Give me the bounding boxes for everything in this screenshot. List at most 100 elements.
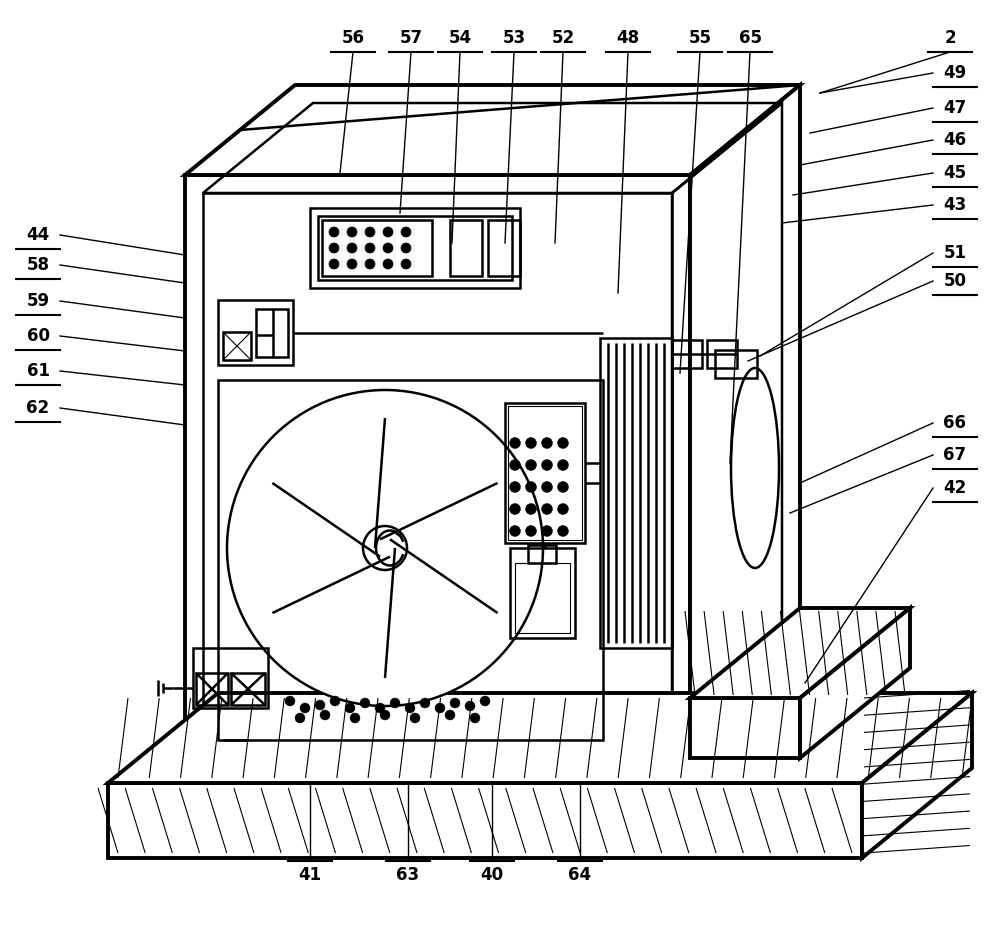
Circle shape — [401, 259, 411, 269]
Bar — [256, 309, 288, 357]
Text: 58: 58 — [26, 256, 50, 274]
Bar — [600, 338, 672, 648]
Text: 51: 51 — [944, 244, 966, 262]
Bar — [223, 332, 251, 360]
Text: 43: 43 — [943, 196, 967, 214]
Circle shape — [558, 481, 568, 493]
Polygon shape — [800, 608, 910, 758]
Text: 50: 50 — [944, 272, 966, 290]
Bar — [193, 648, 268, 708]
Bar — [450, 220, 482, 276]
Polygon shape — [690, 698, 800, 758]
Circle shape — [450, 698, 460, 708]
Text: 62: 62 — [26, 399, 50, 417]
Circle shape — [401, 227, 411, 237]
Text: 2: 2 — [944, 29, 956, 47]
Bar — [715, 350, 757, 378]
Text: 53: 53 — [502, 29, 526, 47]
Text: 65: 65 — [738, 29, 762, 47]
Circle shape — [365, 259, 375, 269]
Circle shape — [347, 227, 357, 237]
Text: 66: 66 — [944, 414, 966, 432]
Circle shape — [542, 438, 552, 449]
Polygon shape — [862, 693, 972, 858]
Circle shape — [383, 227, 393, 237]
Circle shape — [329, 243, 339, 253]
Bar — [528, 545, 556, 563]
Circle shape — [375, 703, 385, 713]
Text: 64: 64 — [568, 866, 592, 884]
Circle shape — [510, 481, 520, 493]
Text: 41: 41 — [298, 866, 322, 884]
Circle shape — [558, 525, 568, 536]
Circle shape — [383, 243, 393, 253]
Circle shape — [542, 525, 552, 536]
Bar — [672, 340, 702, 368]
Ellipse shape — [731, 368, 779, 568]
Circle shape — [526, 504, 536, 514]
Bar — [231, 673, 265, 705]
Circle shape — [465, 701, 475, 711]
Text: 55: 55 — [688, 29, 712, 47]
Circle shape — [363, 526, 407, 570]
Circle shape — [320, 710, 330, 720]
Text: 60: 60 — [26, 327, 50, 345]
Circle shape — [526, 481, 536, 493]
Circle shape — [510, 438, 520, 449]
Circle shape — [347, 259, 357, 269]
Circle shape — [401, 243, 411, 253]
Text: 40: 40 — [480, 866, 504, 884]
Circle shape — [227, 390, 543, 706]
Bar — [707, 340, 737, 368]
Bar — [196, 673, 228, 705]
Circle shape — [390, 698, 400, 708]
Text: 59: 59 — [26, 292, 50, 310]
Circle shape — [510, 504, 520, 514]
Bar — [318, 216, 512, 280]
Circle shape — [526, 438, 536, 449]
Circle shape — [347, 243, 357, 253]
Text: 42: 42 — [943, 479, 967, 497]
Circle shape — [405, 703, 415, 713]
Text: 46: 46 — [943, 131, 967, 149]
Circle shape — [365, 227, 375, 237]
Circle shape — [365, 243, 375, 253]
Text: 47: 47 — [943, 99, 967, 117]
Polygon shape — [690, 85, 800, 758]
Bar — [322, 220, 432, 276]
Text: 57: 57 — [399, 29, 423, 47]
Circle shape — [420, 698, 430, 708]
Circle shape — [558, 504, 568, 514]
Circle shape — [526, 525, 536, 536]
Bar — [310, 208, 520, 288]
Circle shape — [360, 698, 370, 708]
Circle shape — [410, 713, 420, 723]
Bar — [510, 548, 575, 638]
Circle shape — [542, 459, 552, 470]
Circle shape — [470, 713, 480, 723]
Circle shape — [526, 459, 536, 470]
Bar — [515, 563, 570, 633]
Circle shape — [295, 713, 305, 723]
Circle shape — [315, 700, 325, 710]
Circle shape — [300, 703, 310, 713]
Circle shape — [285, 696, 295, 706]
Circle shape — [435, 703, 445, 713]
Circle shape — [329, 227, 339, 237]
Circle shape — [542, 481, 552, 493]
Text: 67: 67 — [943, 446, 967, 464]
Text: 54: 54 — [448, 29, 472, 47]
Text: 61: 61 — [26, 362, 50, 380]
Bar — [218, 300, 293, 365]
Circle shape — [330, 696, 340, 706]
Text: 48: 48 — [616, 29, 640, 47]
Text: 49: 49 — [943, 64, 967, 82]
Polygon shape — [690, 608, 910, 698]
Text: 63: 63 — [396, 866, 420, 884]
Text: 56: 56 — [342, 29, 364, 47]
Circle shape — [345, 703, 355, 713]
Polygon shape — [185, 175, 690, 758]
Text: 45: 45 — [943, 164, 967, 182]
Bar — [508, 406, 582, 540]
Bar — [505, 403, 585, 543]
